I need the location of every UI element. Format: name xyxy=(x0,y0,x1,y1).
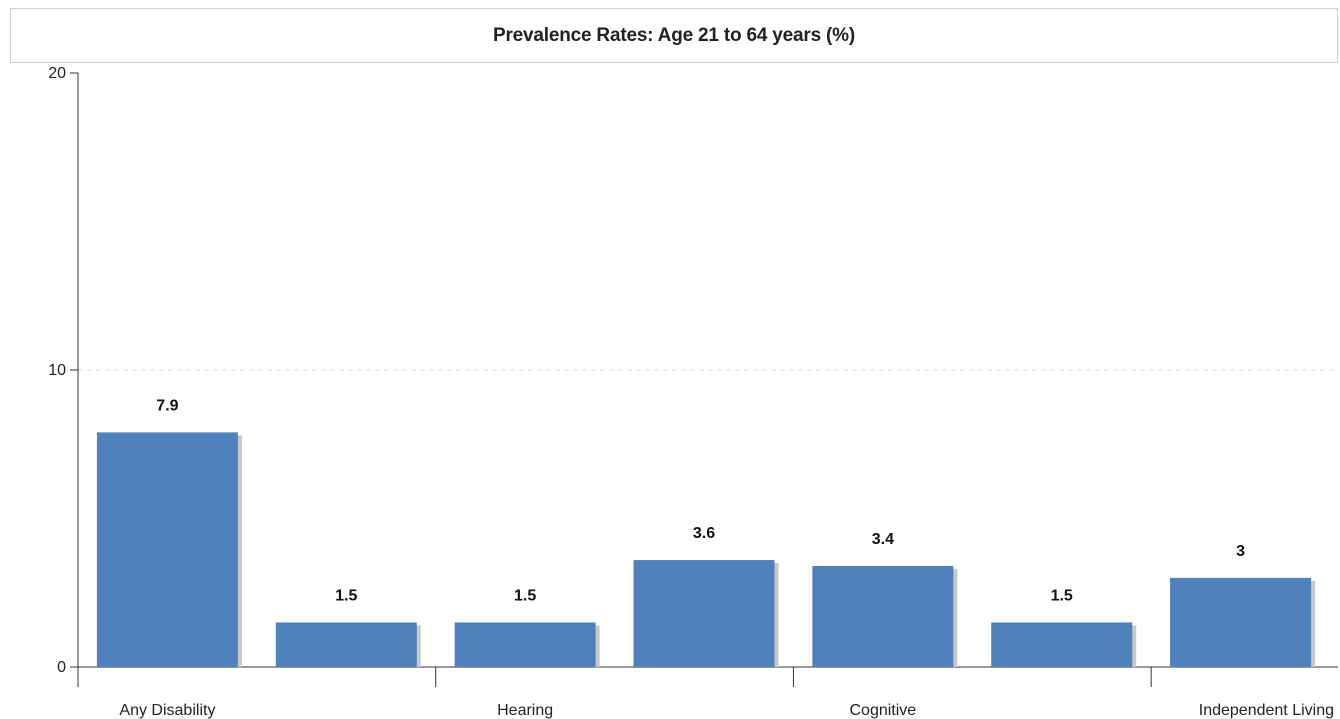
data-label: 3.6 xyxy=(693,525,715,542)
bar xyxy=(1170,577,1312,667)
y-tick-label: 0 xyxy=(57,659,66,676)
y-tick-label: 10 xyxy=(48,362,66,379)
bar xyxy=(633,560,775,667)
data-label: 1.5 xyxy=(1051,587,1073,604)
x-tick-label: Independent Living xyxy=(1199,702,1334,719)
x-tick-label: Cognitive xyxy=(850,702,917,719)
y-tick-label: 20 xyxy=(48,65,66,82)
bar xyxy=(812,566,954,667)
chart-title: Prevalence Rates: Age 21 to 64 years (%) xyxy=(10,8,1338,63)
data-label: 3.4 xyxy=(872,531,894,548)
bar xyxy=(991,622,1133,667)
x-tick-label: Any Disability xyxy=(119,702,215,719)
data-label: 7.9 xyxy=(156,397,178,414)
x-tick-label: Hearing xyxy=(497,702,553,719)
bar xyxy=(454,622,596,667)
data-label: 1.5 xyxy=(335,587,357,604)
data-label: 1.5 xyxy=(514,587,536,604)
data-label: 3 xyxy=(1236,543,1245,560)
bar xyxy=(96,432,238,667)
bar xyxy=(275,622,417,667)
